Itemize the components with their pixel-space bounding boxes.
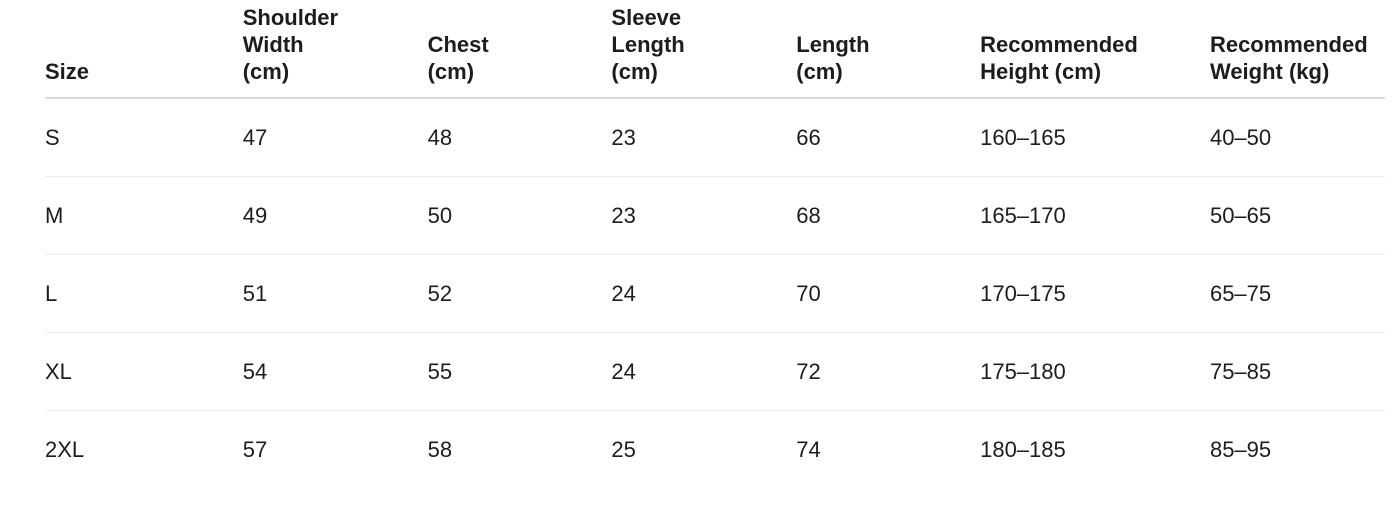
cell-chest: 48 bbox=[427, 98, 612, 177]
cell-size: XL bbox=[45, 332, 243, 411]
cell-recommended-height: 165–170 bbox=[980, 176, 1210, 255]
cell-recommended-weight: 50–65 bbox=[1209, 176, 1385, 255]
table-row: L 51 52 24 70 170–175 65–75 bbox=[45, 254, 1385, 333]
cell-length: 68 bbox=[796, 176, 981, 255]
header-sleeve-length: Sleeve Length (cm) bbox=[611, 4, 797, 99]
cell-sleeve-length: 23 bbox=[611, 98, 797, 177]
cell-sleeve-length: 24 bbox=[611, 254, 797, 333]
table-row: S 47 48 23 66 160–165 40–50 bbox=[45, 98, 1385, 177]
cell-recommended-weight: 65–75 bbox=[1209, 254, 1385, 333]
header-length: Length (cm) bbox=[796, 4, 981, 99]
header-recommended-height: Recommended Height (cm) bbox=[980, 4, 1210, 99]
cell-chest: 58 bbox=[427, 436, 453, 462]
cell-chest: 55 bbox=[427, 332, 612, 411]
header-size: Size bbox=[45, 4, 243, 99]
cell-shoulder-width: 54 bbox=[242, 332, 428, 411]
cell-sleeve-length: 23 bbox=[611, 176, 797, 255]
cell-chest: 50 bbox=[427, 176, 612, 255]
header-recommended-weight: Recommended Weight (kg) bbox=[1209, 4, 1385, 99]
header-row: Size Shoulder Width (cm) Chest (cm) Slee… bbox=[45, 4, 1385, 99]
cell-size: S bbox=[45, 98, 243, 177]
cell-size: 2XL bbox=[45, 436, 85, 462]
cell-recommended-height: 170–175 bbox=[980, 254, 1210, 333]
cell-chest: 52 bbox=[427, 254, 612, 333]
table-row: 2XL 57 58 25 74 180–185 85–95 bbox=[45, 411, 1385, 489]
cell-shoulder-width: 49 bbox=[242, 176, 428, 255]
cell-length: 66 bbox=[796, 98, 981, 177]
cell-recommended-height: 160–165 bbox=[980, 98, 1210, 177]
table-row: M 49 50 23 68 165–170 50–65 bbox=[45, 176, 1385, 255]
cell-shoulder-width: 47 bbox=[242, 98, 428, 177]
table-row: XL 54 55 24 72 175–180 75–85 bbox=[45, 332, 1385, 411]
cell-recommended-height: 175–180 bbox=[980, 332, 1210, 411]
cell-sleeve-length: 25 bbox=[611, 436, 636, 462]
cell-shoulder-width: 57 bbox=[242, 436, 268, 462]
cell-recommended-weight: 85–95 bbox=[1209, 436, 1272, 462]
cell-size: M bbox=[45, 176, 243, 255]
size-chart-table: Size Shoulder Width (cm) Chest (cm) Slee… bbox=[45, 4, 1385, 488]
header-chest: Chest (cm) bbox=[427, 4, 612, 99]
cell-length: 70 bbox=[796, 254, 981, 333]
cell-length: 74 bbox=[796, 436, 821, 462]
cell-size: L bbox=[45, 254, 243, 333]
cell-length: 72 bbox=[796, 332, 981, 411]
cell-shoulder-width: 51 bbox=[242, 254, 428, 333]
cell-recommended-weight: 75–85 bbox=[1209, 332, 1385, 411]
cell-sleeve-length: 24 bbox=[611, 332, 797, 411]
cell-recommended-height: 180–185 bbox=[980, 436, 1066, 462]
cell-recommended-weight: 40–50 bbox=[1209, 98, 1385, 177]
header-shoulder-width: Shoulder Width (cm) bbox=[242, 4, 428, 99]
